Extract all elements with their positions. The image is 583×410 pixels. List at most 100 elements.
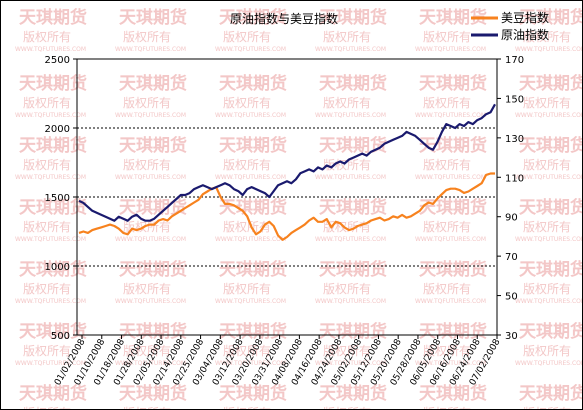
watermark-brand: 天琪期货 <box>119 321 187 342</box>
watermark-site: WWW.TQFUTURES.COM <box>415 46 486 53</box>
watermark-site: WWW.TQFUTURES.COM <box>415 236 486 243</box>
legend-label-2: 原油指数 <box>501 27 549 42</box>
watermark-brand: 天琪期货 <box>119 259 187 280</box>
watermark-rights: 版权所有 <box>323 344 371 358</box>
watermark-rights: 版权所有 <box>23 30 71 44</box>
watermark-brand: 天琪期货 <box>119 73 187 94</box>
watermark-rights: 版权所有 <box>23 406 71 409</box>
watermark-site: WWW.TQFUTURES.COM <box>515 174 582 181</box>
watermark-site: WWW.TQFUTURES.COM <box>515 236 582 243</box>
watermark-rights: 版权所有 <box>523 344 571 358</box>
y-left-tick-label: 2500 <box>45 55 70 66</box>
watermark-site: WWW.TQFUTURES.COM <box>315 298 386 305</box>
y-right-tick-label: 30 <box>505 331 518 342</box>
watermark-site: WWW.TQFUTURES.COM <box>415 174 486 181</box>
watermark-brand: 天琪期货 <box>219 135 287 156</box>
watermark-brand: 天琪期货 <box>119 197 187 218</box>
watermark-site: WWW.TQFUTURES.COM <box>115 360 186 367</box>
watermark-brand: 天琪期货 <box>519 259 582 280</box>
watermark-site: WWW.TQFUTURES.COM <box>315 46 386 53</box>
watermark-rights: 版权所有 <box>223 220 271 234</box>
watermark-site: WWW.TQFUTURES.COM <box>215 174 286 181</box>
watermark-rights: 版权所有 <box>123 344 171 358</box>
watermark-rights: 版权所有 <box>423 406 471 409</box>
watermark-rights: 版权所有 <box>23 220 71 234</box>
y-right-tick-label: 170 <box>505 55 524 66</box>
watermark-brand: 天琪期货 <box>419 321 487 342</box>
watermark-site: WWW.TQFUTURES.COM <box>315 360 386 367</box>
watermark-rights: 版权所有 <box>123 282 171 296</box>
watermark-site: WWW.TQFUTURES.COM <box>215 298 286 305</box>
watermark-brand: 天琪期货 <box>19 259 87 280</box>
watermark-brand: 天琪期货 <box>19 321 87 342</box>
y-left-tick-label: 500 <box>51 331 70 342</box>
watermark-site: WWW.TQFUTURES.COM <box>515 112 582 119</box>
watermark-brand: 天琪期货 <box>319 197 387 218</box>
watermark-brand: 天琪期货 <box>19 73 87 94</box>
watermark-rights: 版权所有 <box>523 96 571 110</box>
watermark-site: WWW.TQFUTURES.COM <box>515 360 582 367</box>
watermark-site: WWW.TQFUTURES.COM <box>115 174 186 181</box>
watermark-brand: 天琪期货 <box>19 383 87 404</box>
watermark-site: WWW.TQFUTURES.COM <box>215 46 286 53</box>
watermark-rights: 版权所有 <box>523 282 571 296</box>
watermark-brand: 天琪期货 <box>319 73 387 94</box>
watermark-brand: 天琪期货 <box>219 383 287 404</box>
watermark-site: WWW.TQFUTURES.COM <box>415 360 486 367</box>
watermark-brand: 天琪期货 <box>419 259 487 280</box>
watermark-site: WWW.TQFUTURES.COM <box>215 112 286 119</box>
watermark-rights: 版权所有 <box>423 220 471 234</box>
watermark-rights: 版权所有 <box>523 406 571 409</box>
watermark-site: WWW.TQFUTURES.COM <box>415 112 486 119</box>
watermark-rights: 版权所有 <box>223 282 271 296</box>
watermark-rights: 版权所有 <box>23 344 71 358</box>
watermark-brand: 天琪期货 <box>319 321 387 342</box>
watermark-brand: 天琪期货 <box>319 7 387 28</box>
y-right-tick-label: 70 <box>505 252 518 263</box>
watermark-brand: 天琪期货 <box>419 197 487 218</box>
watermark-site: WWW.TQFUTURES.COM <box>15 174 86 181</box>
watermark-brand: 天琪期货 <box>519 135 582 156</box>
watermark-site: WWW.TQFUTURES.COM <box>15 360 86 367</box>
watermark-site: WWW.TQFUTURES.COM <box>115 112 186 119</box>
watermark-brand: 天琪期货 <box>119 383 187 404</box>
watermark-rights: 版权所有 <box>123 158 171 172</box>
watermark-site: WWW.TQFUTURES.COM <box>115 236 186 243</box>
watermark-brand: 天琪期货 <box>419 135 487 156</box>
watermark-brand: 天琪期货 <box>119 135 187 156</box>
watermark-site: WWW.TQFUTURES.COM <box>315 236 386 243</box>
watermark-brand: 天琪期货 <box>219 73 287 94</box>
watermark-rights: 版权所有 <box>223 406 271 409</box>
watermark-brand: 天琪期货 <box>319 383 387 404</box>
watermark-rights: 版权所有 <box>323 158 371 172</box>
watermark-brand: 天琪期货 <box>519 383 582 404</box>
watermark-brand: 天琪期货 <box>319 259 387 280</box>
watermark-rights: 版权所有 <box>223 158 271 172</box>
watermark-layer: 天琪期货版权所有WWW.TQFUTURES.COM天琪期货版权所有WWW.TQF… <box>15 7 582 409</box>
watermark-rights: 版权所有 <box>123 406 171 409</box>
y-left-tick-label: 2000 <box>45 124 70 135</box>
watermark-rights: 版权所有 <box>423 30 471 44</box>
watermark-brand: 天琪期货 <box>519 7 582 28</box>
watermark-brand: 天琪期货 <box>419 7 487 28</box>
watermark-brand: 天琪期货 <box>419 73 487 94</box>
watermark-brand: 天琪期货 <box>119 7 187 28</box>
watermark-rights: 版权所有 <box>423 158 471 172</box>
watermark-brand: 天琪期货 <box>519 321 582 342</box>
watermark-rights: 版权所有 <box>23 158 71 172</box>
watermark-rights: 版权所有 <box>423 282 471 296</box>
watermark-brand: 天琪期货 <box>19 7 87 28</box>
watermark-rights: 版权所有 <box>23 96 71 110</box>
watermark-rights: 版权所有 <box>423 96 471 110</box>
series-line-1 <box>78 172 495 241</box>
watermark-site: WWW.TQFUTURES.COM <box>215 236 286 243</box>
y-right-tick-label: 130 <box>505 134 524 145</box>
watermark-site: WWW.TQFUTURES.COM <box>415 298 486 305</box>
watermark-brand: 天琪期货 <box>519 197 582 218</box>
watermark-rights: 版权所有 <box>323 282 371 296</box>
watermark-brand: 天琪期货 <box>219 321 287 342</box>
watermark-rights: 版权所有 <box>223 30 271 44</box>
watermark-rights: 版权所有 <box>123 96 171 110</box>
